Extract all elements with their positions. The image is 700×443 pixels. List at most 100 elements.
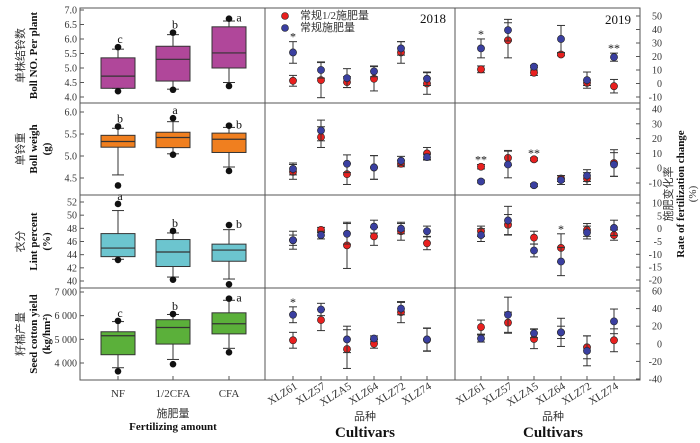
y-tick-label: 52: [67, 198, 77, 209]
right-y-tick-label: 0: [657, 79, 662, 90]
point-full: [530, 62, 538, 71]
right-y-tick-label: 40: [652, 304, 662, 315]
point-full: [289, 310, 297, 319]
cultivar-label-cn-2019: 品种: [542, 409, 564, 423]
right-y-tick-label: -15: [649, 263, 662, 274]
point-half: [289, 336, 297, 345]
cultivar-label-cn-2018: 品种: [354, 409, 376, 423]
y-label-unit: (%): [41, 232, 53, 251]
significance-letter: c: [117, 32, 122, 46]
outlier-point: [225, 221, 233, 229]
y-tick-label: 5.0: [65, 64, 78, 75]
point-full: [423, 153, 431, 161]
right-y-tick-label: 60: [652, 287, 662, 298]
box: [155, 319, 191, 345]
outlier-point: [225, 82, 233, 90]
right-y-tick-label: -20: [649, 357, 662, 368]
right-y-tick-label: -10: [649, 93, 662, 104]
point-full: [610, 53, 618, 62]
significance-letter: a: [172, 103, 178, 117]
point-full: [370, 163, 378, 172]
box: [211, 243, 247, 262]
point-full: [504, 310, 512, 319]
outlier-point: [169, 86, 177, 94]
significance-star: *: [558, 222, 564, 236]
y-tick-label: 5 000: [55, 335, 78, 346]
cultivar-tick-label: XLZ74: [587, 380, 621, 408]
outlier-point: [169, 276, 177, 283]
outlier-point: [225, 122, 233, 129]
y-tick-label: 42: [67, 263, 77, 274]
y-tick-label: 7.0: [65, 6, 78, 17]
right-y-tick-label: 10: [652, 66, 662, 77]
right-y-tick-label: -10: [649, 179, 662, 190]
point-half: [317, 316, 325, 324]
right-y-tick-label: 40: [652, 105, 662, 116]
point-full: [557, 176, 565, 184]
outlier-point: [169, 310, 177, 318]
point-full: [343, 74, 351, 82]
right-y-tick-label: -10: [649, 250, 662, 261]
y-tick-label: 48: [67, 224, 77, 235]
point-half: [423, 239, 431, 248]
x-label-cn: 施肥量: [157, 407, 190, 420]
point-full: [504, 216, 512, 225]
outlier-point: [169, 151, 177, 158]
box: [155, 45, 191, 82]
right-ylabel-cn: 施肥变化率: [661, 167, 675, 222]
outlier-point: [169, 227, 177, 235]
right-y-tick-label: 50: [652, 12, 662, 23]
right-y-tick-label: -20: [649, 276, 662, 287]
y-tick-label: 5.5: [65, 49, 78, 60]
cultivar-tick-label: XLZ74: [400, 380, 434, 408]
point-full: [423, 335, 431, 344]
y-tick-label: 5.0: [65, 152, 78, 163]
x-label-en: Fertilizing amount: [129, 421, 217, 433]
cultivar-tick-label: XLZ64: [347, 380, 381, 408]
significance-letter: b: [172, 18, 178, 32]
y-tick-label: 5.5: [65, 130, 78, 141]
significance-letter: a: [236, 291, 242, 305]
year-label-2019: 2019: [605, 12, 631, 27]
y-tick-label: 4 000: [55, 359, 78, 370]
y-label-cn: 籽棉产量: [13, 312, 27, 356]
significance-letter: c: [117, 306, 122, 320]
significance-star: **: [528, 146, 540, 160]
significance-letter: b: [236, 118, 242, 132]
right-y-tick-label: 20: [652, 52, 662, 63]
point-full: [583, 171, 591, 180]
cultivar-label-en-2019: Cultivars: [523, 425, 583, 441]
significance-letter: b: [236, 217, 242, 231]
outlier-point: [225, 167, 233, 175]
right-y-tick-label: 20: [652, 134, 662, 145]
point-full: [317, 305, 325, 314]
outlier-point: [114, 200, 122, 208]
outlier-point: [169, 360, 177, 368]
box: [211, 132, 247, 153]
y-tick-label: 6.0: [65, 35, 78, 46]
box: [100, 57, 136, 89]
right-y-tick-label: -5: [654, 237, 662, 248]
y-tick-label: 4.5: [65, 78, 78, 89]
right-y-tick-label: 0: [657, 164, 662, 175]
plot-frame: [79, 7, 641, 381]
y-label-en: Boll NO. Per plant: [28, 12, 40, 100]
point-full: [317, 231, 325, 239]
point-full: [289, 48, 297, 57]
point-full: [343, 229, 351, 238]
significance-star: **: [475, 153, 487, 167]
point-full: [477, 177, 485, 186]
y-tick-label: 6 000: [55, 311, 78, 322]
point-half: [610, 82, 618, 91]
significance-letter: b: [117, 112, 123, 126]
outlier-point: [114, 43, 122, 51]
point-half: [477, 323, 485, 331]
significance-star: **: [608, 41, 620, 55]
box: [155, 239, 191, 268]
point-full: [557, 35, 565, 43]
point-full: [477, 44, 485, 53]
point-full: [370, 334, 378, 343]
y-tick-label: 50: [67, 211, 77, 222]
y-tick-label: 4.5: [65, 174, 78, 185]
